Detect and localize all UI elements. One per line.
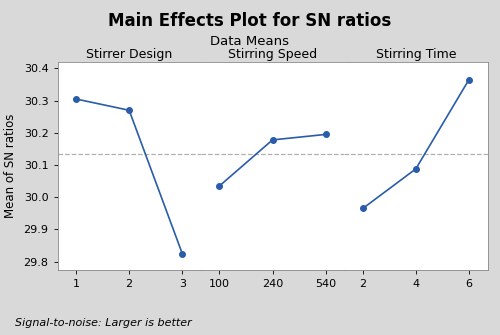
Title: Stirring Time: Stirring Time xyxy=(376,48,456,61)
Title: Stirring Speed: Stirring Speed xyxy=(228,48,317,61)
Text: Signal-to-noise: Larger is better: Signal-to-noise: Larger is better xyxy=(15,318,192,328)
Title: Stirrer Design: Stirrer Design xyxy=(86,48,172,61)
Text: Main Effects Plot for SN ratios: Main Effects Plot for SN ratios xyxy=(108,12,392,30)
Text: Data Means: Data Means xyxy=(210,35,290,48)
Text: Mean of SN ratios: Mean of SN ratios xyxy=(4,114,18,218)
